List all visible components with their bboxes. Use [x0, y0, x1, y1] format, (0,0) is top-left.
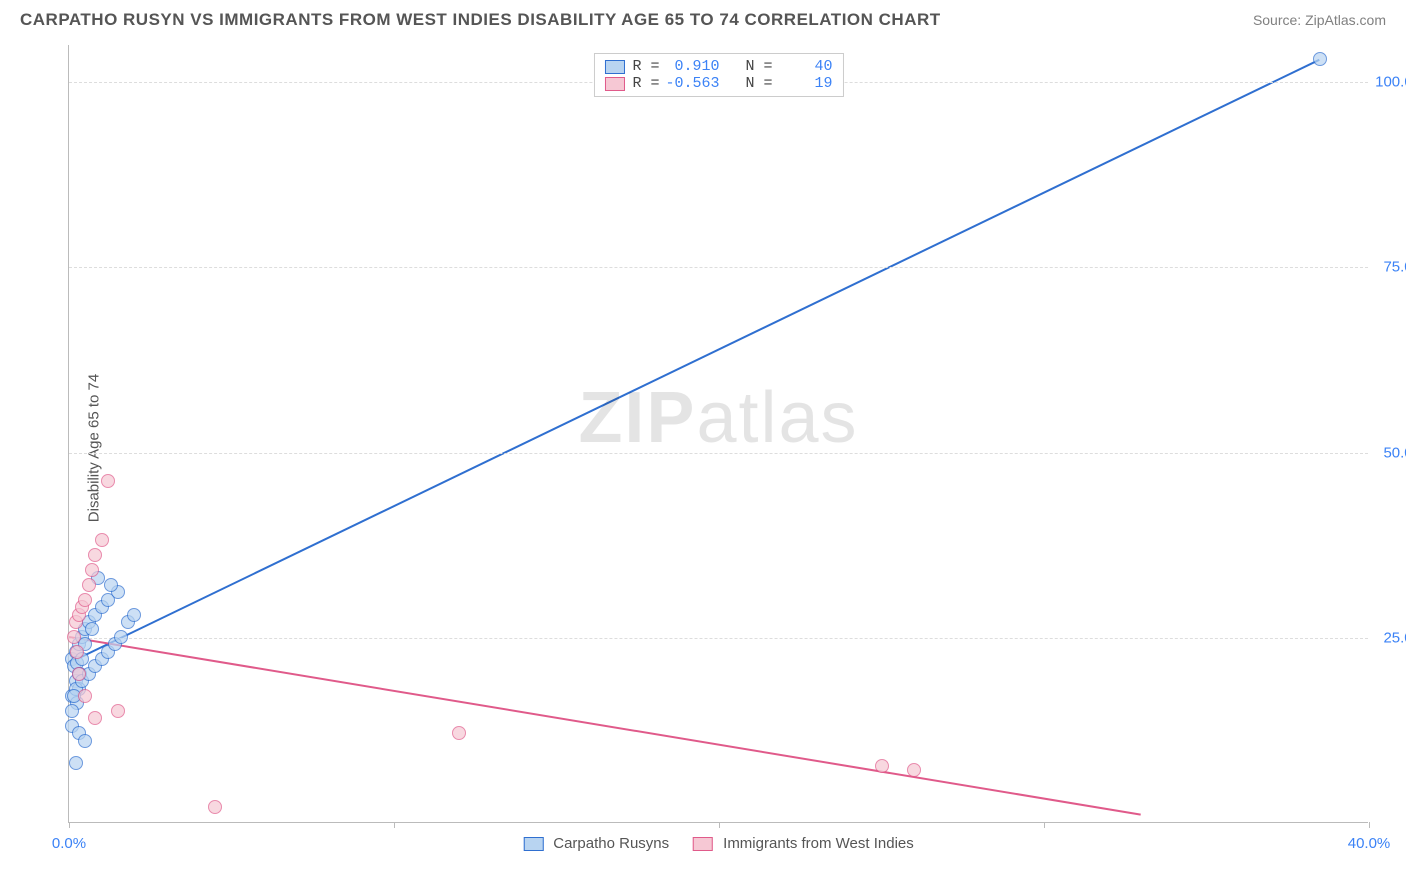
swatch-icon — [523, 837, 543, 851]
data-point — [452, 726, 466, 740]
n-value: 19 — [777, 75, 833, 92]
source-label: Source: ZipAtlas.com — [1253, 12, 1386, 28]
data-point — [875, 759, 889, 773]
data-point — [67, 630, 81, 644]
data-point — [70, 645, 84, 659]
trend-lines-svg — [69, 45, 1368, 822]
series-legend: Carpatho Rusyns Immigrants from West Ind… — [523, 835, 914, 852]
gridline-h — [69, 638, 1368, 639]
x-tick-mark — [69, 822, 70, 828]
r-value: 0.910 — [663, 58, 719, 75]
data-point — [69, 756, 83, 770]
n-label: N = — [746, 75, 773, 92]
y-tick-label: 50.0% — [1383, 444, 1406, 461]
data-point — [78, 593, 92, 607]
data-point — [82, 578, 96, 592]
legend-label: Carpatho Rusyns — [553, 835, 669, 852]
data-point — [88, 548, 102, 562]
r-value: -0.563 — [663, 75, 719, 92]
trend-line — [69, 60, 1319, 663]
gridline-h — [69, 267, 1368, 268]
data-point — [85, 563, 99, 577]
legend-item-2: Immigrants from West Indies — [693, 835, 914, 852]
y-tick-label: 75.0% — [1383, 259, 1406, 276]
legend-row-series-1: R = 0.910 N = 40 — [604, 58, 832, 75]
data-point — [95, 533, 109, 547]
n-label: N = — [746, 58, 773, 75]
correlation-legend: R = 0.910 N = 40 R = -0.563 N = 19 — [593, 53, 843, 97]
swatch-series-2 — [604, 77, 624, 91]
watermark: ZIPatlas — [578, 377, 858, 459]
plot-area: ZIPatlas R = 0.910 N = 40 R = -0.563 N =… — [68, 45, 1368, 823]
data-point — [85, 622, 99, 636]
chart-title: CARPATHO RUSYN VS IMMIGRANTS FROM WEST I… — [20, 10, 941, 30]
data-point — [127, 608, 141, 622]
r-label: R = — [632, 75, 659, 92]
x-tick-label: 0.0% — [52, 835, 86, 852]
chart-container: Disability Age 65 to 74 ZIPatlas R = 0.9… — [50, 45, 1386, 850]
gridline-h — [69, 453, 1368, 454]
x-tick-mark — [394, 822, 395, 828]
x-tick-mark — [1044, 822, 1045, 828]
r-label: R = — [632, 58, 659, 75]
swatch-icon — [693, 837, 713, 851]
legend-item-1: Carpatho Rusyns — [523, 835, 669, 852]
swatch-series-1 — [604, 60, 624, 74]
x-tick-mark — [719, 822, 720, 828]
watermark-light: atlas — [696, 378, 858, 458]
data-point — [65, 704, 79, 718]
data-point — [78, 689, 92, 703]
header: CARPATHO RUSYN VS IMMIGRANTS FROM WEST I… — [0, 0, 1406, 35]
x-tick-mark — [1369, 822, 1370, 828]
legend-label: Immigrants from West Indies — [723, 835, 914, 852]
data-point — [72, 667, 86, 681]
data-point — [114, 630, 128, 644]
data-point — [104, 578, 118, 592]
data-point — [101, 474, 115, 488]
legend-row-series-2: R = -0.563 N = 19 — [604, 75, 832, 92]
data-point — [907, 763, 921, 777]
n-value: 40 — [777, 58, 833, 75]
data-point — [208, 800, 222, 814]
data-point — [111, 704, 125, 718]
trend-line — [69, 637, 1141, 815]
data-point — [88, 711, 102, 725]
x-tick-label: 40.0% — [1348, 835, 1391, 852]
watermark-bold: ZIP — [578, 378, 696, 458]
y-tick-label: 100.0% — [1375, 74, 1406, 91]
data-point — [78, 734, 92, 748]
y-tick-label: 25.0% — [1383, 629, 1406, 646]
data-point — [1313, 52, 1327, 66]
